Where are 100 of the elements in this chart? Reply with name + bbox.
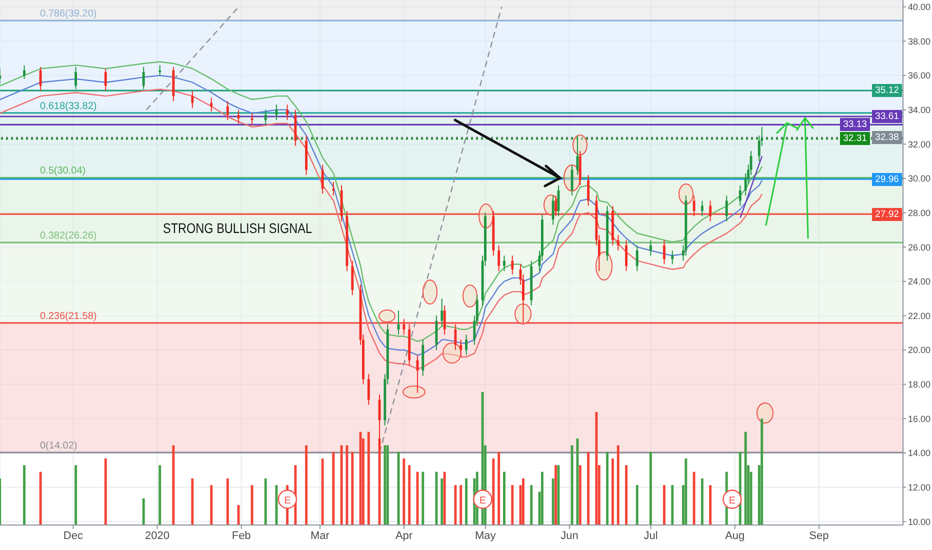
candlestick	[465, 334, 468, 356]
candlestick	[725, 195, 728, 222]
bar	[709, 485, 712, 525]
bar	[172, 445, 175, 525]
bar	[422, 472, 424, 525]
y-tick-label: 28.00	[908, 208, 931, 218]
bar	[570, 445, 574, 525]
bar	[210, 485, 213, 525]
ref-line-label: 0.236(21.58)	[40, 310, 97, 322]
candlestick	[700, 200, 704, 217]
bar	[384, 445, 386, 525]
x-tick-label: Feb	[232, 530, 251, 542]
candlestick	[649, 240, 652, 256]
ref-line-label: 0.618(33.82)	[40, 100, 97, 112]
candlestick	[738, 184, 742, 206]
bar	[606, 452, 609, 525]
x-tick-label: 2020	[145, 530, 170, 542]
bar	[492, 458, 495, 525]
y-tick-label: 40.00	[908, 2, 931, 12]
candlestick	[142, 66, 145, 90]
bar	[39, 472, 42, 525]
y-tick-label: 38.00	[908, 36, 931, 46]
y-tick-label: 26.00	[908, 242, 931, 252]
ref-line-label: 0.786(39.20)	[40, 8, 97, 20]
bar	[530, 485, 533, 525]
bar	[760, 418, 764, 525]
candlestick	[104, 68, 107, 92]
bar	[663, 485, 666, 525]
bar	[540, 472, 544, 525]
candlestick	[511, 255, 514, 276]
candlestick	[671, 250, 674, 265]
candlestick	[74, 66, 78, 90]
bar	[465, 478, 468, 525]
bar	[402, 458, 406, 525]
candlestick	[39, 66, 42, 92]
candlestick	[286, 104, 289, 121]
x-tick-label: May	[475, 530, 496, 542]
bar	[692, 472, 696, 525]
y-tick-label: 12.00	[908, 482, 931, 492]
bar	[616, 445, 620, 525]
bar	[275, 485, 278, 525]
candlestick	[440, 298, 444, 326]
bar	[321, 458, 324, 525]
bar	[625, 465, 628, 525]
candlestick	[443, 304, 446, 336]
bar	[346, 445, 348, 525]
x-tick-label: Jun	[560, 530, 578, 542]
bar	[416, 472, 419, 525]
bar	[511, 485, 514, 525]
x-tick-label: Mar	[310, 530, 330, 542]
annotation: E	[728, 495, 736, 506]
bar	[340, 445, 343, 525]
bar	[158, 465, 162, 525]
bar	[440, 478, 444, 525]
bar	[684, 458, 688, 525]
y-tick-label: 14.00	[908, 448, 931, 458]
candlestick	[692, 195, 696, 217]
bar	[408, 465, 411, 525]
ref-line-label: 29.96	[872, 172, 902, 186]
ref-line-label: 27.92	[872, 208, 902, 221]
candlestick	[416, 354, 419, 394]
x-tick-label: Dec	[63, 530, 84, 542]
bar	[250, 485, 254, 525]
y-tick-label: 10.00	[908, 516, 931, 527]
candlestick	[332, 181, 335, 196]
candlestick	[570, 164, 574, 196]
bar	[498, 452, 500, 525]
candlestick	[226, 100, 229, 121]
candlestick	[321, 164, 324, 194]
y-tick-label: 20.00	[908, 345, 931, 356]
bar	[554, 465, 557, 525]
candlestick	[663, 240, 666, 265]
y-tick-label: 30.00	[908, 174, 931, 184]
y-tick-label: 22.00	[908, 310, 931, 321]
bar	[611, 458, 614, 525]
bar	[435, 472, 438, 525]
ref-line-label: 33.13	[840, 118, 870, 132]
bar	[576, 438, 579, 525]
y-tick-label: 24.00	[908, 276, 931, 287]
bar	[104, 458, 107, 525]
bar	[23, 465, 26, 525]
bar	[587, 452, 590, 525]
candlestick	[460, 339, 462, 358]
x-tick-label: Aug	[725, 530, 745, 542]
candlestick	[709, 200, 712, 222]
bar	[671, 485, 674, 525]
x-tick-label: Apr	[395, 530, 413, 542]
bar	[367, 432, 370, 525]
candlestick	[498, 244, 500, 272]
candlestick	[503, 255, 506, 272]
bar	[578, 465, 582, 525]
bar	[226, 478, 229, 525]
bar	[386, 445, 389, 525]
bar	[142, 498, 145, 525]
y-tick-label: 18.00	[908, 380, 931, 390]
y-tick-label: 36.00	[908, 70, 931, 81]
candlestick	[275, 104, 278, 121]
bar	[443, 472, 446, 525]
ref-line-label: 0.5(30.04)	[40, 166, 86, 177]
x-tick-label: Sep	[809, 530, 829, 542]
